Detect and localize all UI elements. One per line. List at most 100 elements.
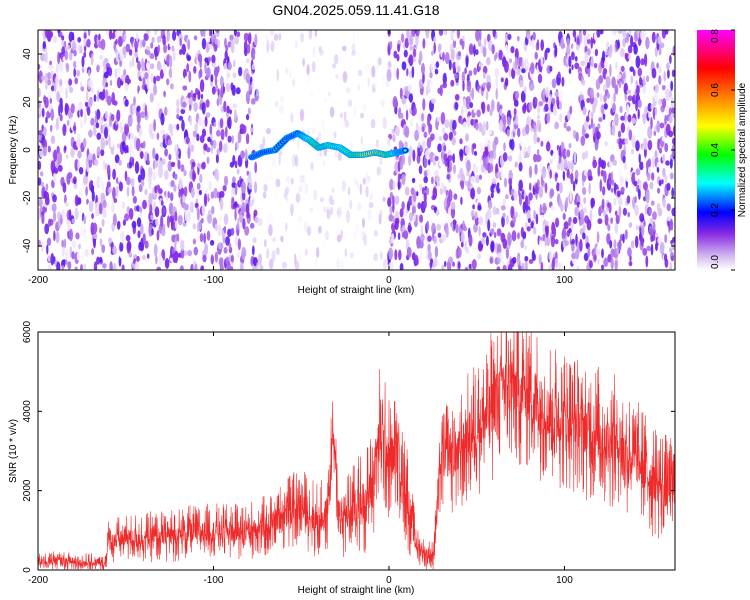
heatmap-cell [243, 211, 247, 218]
heatmap-cell [167, 31, 171, 41]
heatmap-cell [223, 213, 229, 226]
heatmap-cell [156, 266, 161, 270]
heatmap-cell [571, 160, 574, 173]
heatmap-cell [587, 48, 591, 56]
heatmap-cell [343, 111, 347, 122]
heatmap-cell [593, 62, 598, 69]
heatmap-cell [668, 90, 672, 98]
heatmap-cell [625, 176, 630, 183]
heatmap-cell [651, 31, 656, 44]
heatmap-cell [635, 225, 640, 231]
heatmap-cell [620, 186, 625, 192]
heatmap-cell [560, 37, 564, 50]
heatmap-cell [152, 83, 158, 96]
spectrogram-x-ticks: -200 -100 0 100 [28, 30, 573, 286]
heatmap-cell [487, 219, 491, 232]
heatmap-cell [526, 34, 532, 40]
heatmap-cell [317, 225, 322, 234]
spectrogram-x-tick-label: -200 [28, 275, 48, 286]
heatmap-cell [669, 230, 674, 236]
heatmap-cell [216, 148, 221, 155]
heatmap-cell [276, 68, 280, 82]
heatmap-cell [178, 152, 181, 159]
heatmap-cell [153, 76, 157, 85]
heatmap-cell [475, 121, 479, 131]
heatmap-cell [478, 216, 483, 225]
heatmap-cell [93, 159, 99, 166]
heatmap-cell [403, 49, 408, 58]
heatmap-cell [187, 210, 191, 222]
heatmap-cell [217, 39, 221, 49]
heatmap-cell [360, 112, 364, 119]
heatmap-cell [116, 77, 122, 89]
heatmap-cell [599, 93, 603, 103]
heatmap-cell [566, 125, 571, 132]
heatmap-cell [426, 168, 431, 176]
heatmap-cell [223, 225, 227, 234]
heatmap-cell [84, 112, 87, 125]
heatmap-cell [249, 206, 254, 216]
heatmap-cell [671, 207, 675, 217]
heatmap-cell [156, 132, 160, 140]
heatmap-cell [612, 159, 617, 166]
heatmap-cell [251, 245, 255, 256]
heatmap-cell [183, 169, 187, 177]
heatmap-cell [669, 158, 673, 169]
heatmap-cell [122, 46, 126, 56]
heatmap-cell [72, 240, 77, 249]
heatmap-cell [363, 140, 367, 149]
heatmap-cell [399, 262, 404, 270]
heatmap-cell [233, 59, 236, 68]
heatmap-cell [38, 87, 41, 98]
heatmap-cell [617, 73, 622, 79]
heatmap-cell [529, 83, 535, 91]
heatmap-cell [149, 92, 154, 103]
heatmap-cell [628, 54, 632, 60]
heatmap-cell [172, 51, 176, 62]
heatmap-cell [208, 180, 212, 191]
heatmap-cell [241, 202, 246, 214]
heatmap-cell [128, 49, 133, 56]
heatmap-cell [494, 136, 499, 146]
heatmap-cell [319, 197, 324, 203]
heatmap-cell [245, 148, 248, 162]
heatmap-cell [519, 138, 525, 147]
heatmap-cell [664, 174, 668, 184]
heatmap-cell [535, 154, 541, 163]
heatmap-cell [650, 103, 654, 111]
heatmap-cell [146, 253, 150, 259]
heatmap-cell [554, 91, 560, 97]
heatmap-cell [174, 220, 178, 229]
heatmap-cell [327, 208, 331, 220]
heatmap-cell [628, 30, 632, 35]
heatmap-cell [450, 79, 455, 87]
heatmap-cell [645, 191, 650, 204]
heatmap-cell [65, 259, 68, 266]
heatmap-cell [658, 147, 663, 154]
heatmap-cell [546, 236, 550, 247]
heatmap-cell [236, 251, 240, 258]
heatmap-cell [265, 248, 270, 260]
heatmap-cell [544, 236, 548, 247]
heatmap-cell [564, 159, 568, 169]
heatmap-cell [126, 240, 132, 251]
heatmap-cell [437, 232, 442, 238]
heatmap-cell [161, 200, 164, 206]
heatmap-cell [88, 153, 93, 161]
heatmap-cell [380, 99, 385, 107]
heatmap-cell [237, 217, 240, 231]
heatmap-cell [559, 112, 563, 123]
heatmap-cell [452, 153, 455, 164]
heatmap-cell [438, 124, 442, 132]
heatmap-cell [443, 30, 448, 36]
heatmap-cell [335, 74, 339, 80]
heatmap-cell [290, 112, 294, 123]
heatmap-cell [298, 249, 302, 262]
heatmap-cell [66, 154, 69, 160]
heatmap-cell [502, 114, 507, 128]
heatmap-cell [191, 187, 195, 198]
heatmap-cell [501, 215, 505, 228]
heatmap-cell [525, 123, 530, 135]
